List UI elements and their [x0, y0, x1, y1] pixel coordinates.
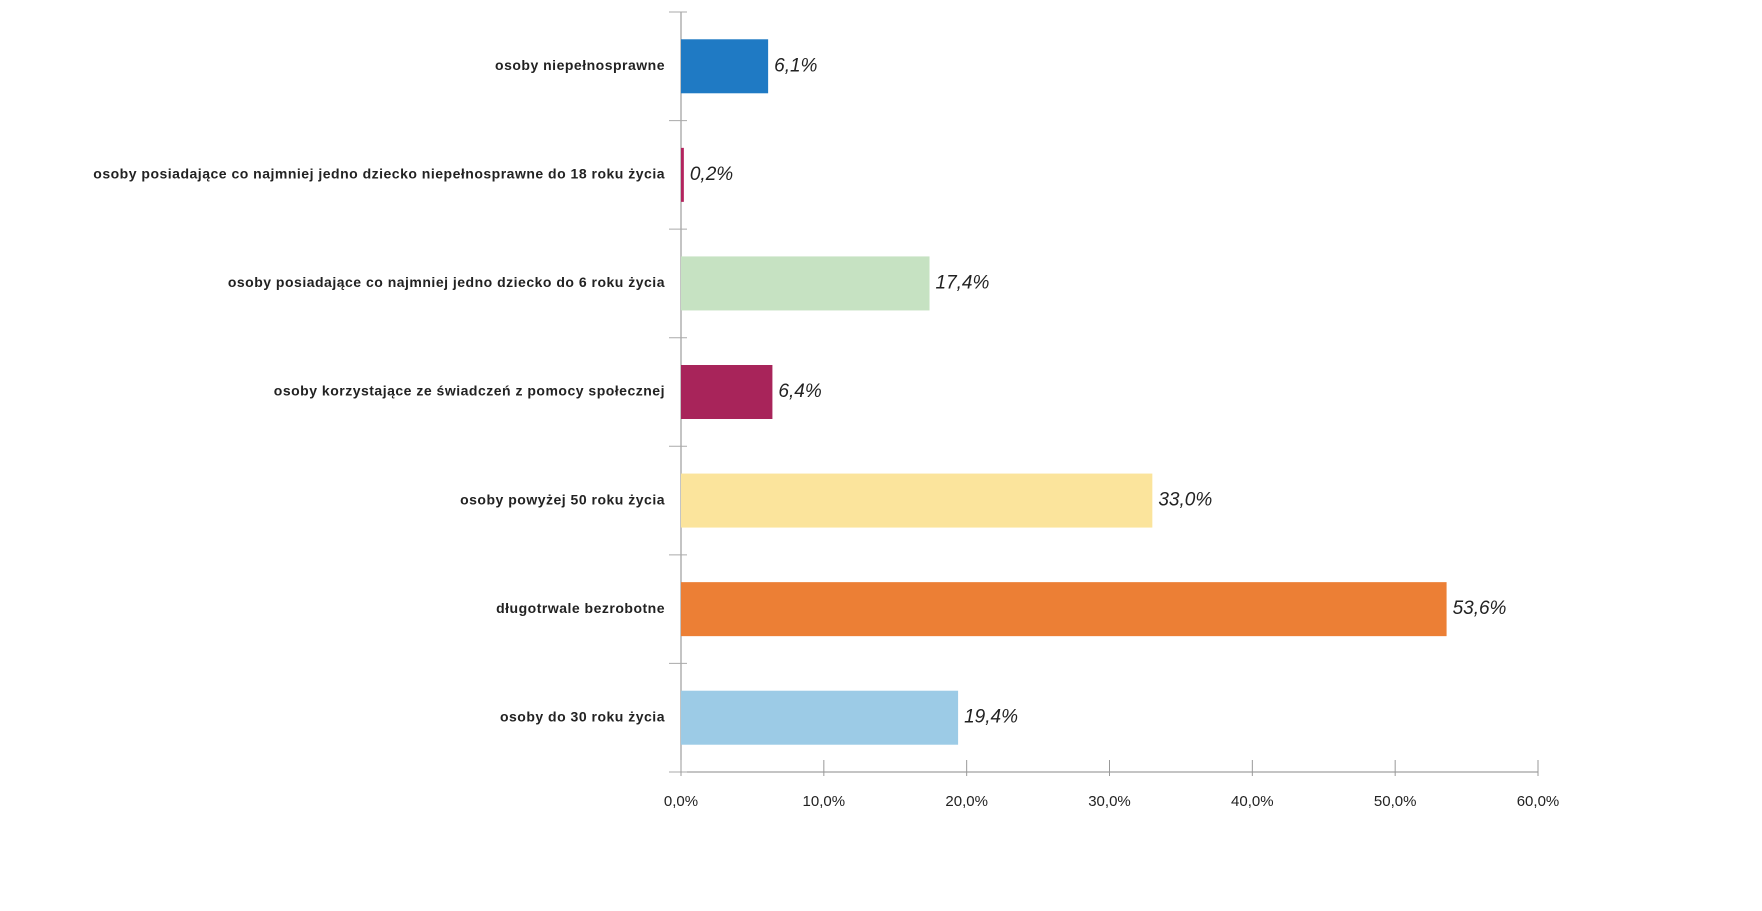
x-tick-label: 10,0%: [803, 793, 846, 810]
bar: [681, 582, 1447, 637]
x-tick-label: 50,0%: [1374, 793, 1417, 810]
category-label: osoby korzystające ze świadczeń z pomocy…: [274, 383, 665, 399]
bar: [681, 473, 1153, 528]
x-tick-label: 40,0%: [1231, 793, 1274, 810]
bar: [681, 39, 769, 94]
x-tick-label: 30,0%: [1088, 793, 1131, 810]
value-label: 33,0%: [1158, 490, 1212, 511]
x-tick-label: 0,0%: [664, 793, 698, 810]
bar: [681, 365, 773, 419]
bar: [681, 256, 930, 311]
bar: [681, 690, 959, 745]
value-label: 19,4%: [964, 707, 1018, 728]
category-label: osoby posiadające co najmniej jedno dzie…: [93, 166, 665, 182]
bar: [681, 147, 684, 202]
x-tick-label: 20,0%: [945, 793, 988, 810]
category-label: osoby powyżej 50 roku życia: [460, 491, 665, 507]
value-label: 17,4%: [936, 272, 990, 293]
value-label: 6,4%: [778, 381, 821, 402]
value-label: 53,6%: [1453, 598, 1507, 619]
value-label: 0,2%: [690, 164, 733, 185]
value-label: 6,1%: [774, 55, 817, 76]
x-tick-label: 60,0%: [1517, 793, 1560, 810]
category-label: długotrwale bezrobotne: [496, 600, 665, 616]
category-label: osoby posiadające co najmniej jedno dzie…: [228, 274, 665, 290]
category-label: osoby do 30 roku życia: [500, 708, 665, 724]
category-label: osoby niepełnosprawne: [495, 57, 665, 73]
